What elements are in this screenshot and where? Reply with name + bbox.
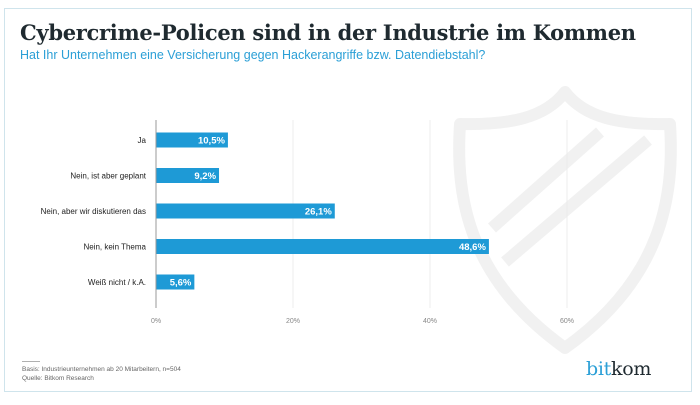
x-tick-label: 20% [286,318,300,325]
x-tick-label: 60% [560,318,574,325]
x-tick-label: 0% [151,318,161,325]
value-label: 48,6% [459,242,486,253]
logo-kom: kom [610,358,652,380]
value-label: 10,5% [198,136,225,147]
category-label: Nein, aber wir diskutieren das [41,207,146,216]
bar [156,132,228,148]
category-label: Weiß nicht / k.A. [88,278,146,287]
category-label: Ja [138,136,147,145]
category-label: Nein, ist aber geplant [70,172,146,181]
bar [156,274,195,290]
bar [156,168,220,183]
bitkom-logo: bitkom [586,358,651,380]
footnote-basis: Basis: Industrieunternehmen ab 20 Mitarb… [22,366,181,373]
value-label: 26,1% [305,207,332,218]
chart-title: Cybercrime-Policen sind in der Industrie… [20,20,636,45]
logo-bit: bit [586,358,611,380]
chart-subtitle: Hat Ihr Unternehmen eine Versicherung ge… [20,48,486,62]
footnote-divider [22,361,40,362]
value-label: 5,6% [170,278,192,289]
shield-icon [453,86,677,354]
bar [156,239,489,254]
bar [156,203,335,219]
category-label: Nein, kein Thema [83,243,146,252]
x-tick-label: 40% [423,318,437,325]
footnote-source: Quelle: Bitkom Research [22,375,94,382]
value-label: 9,2% [194,171,216,182]
